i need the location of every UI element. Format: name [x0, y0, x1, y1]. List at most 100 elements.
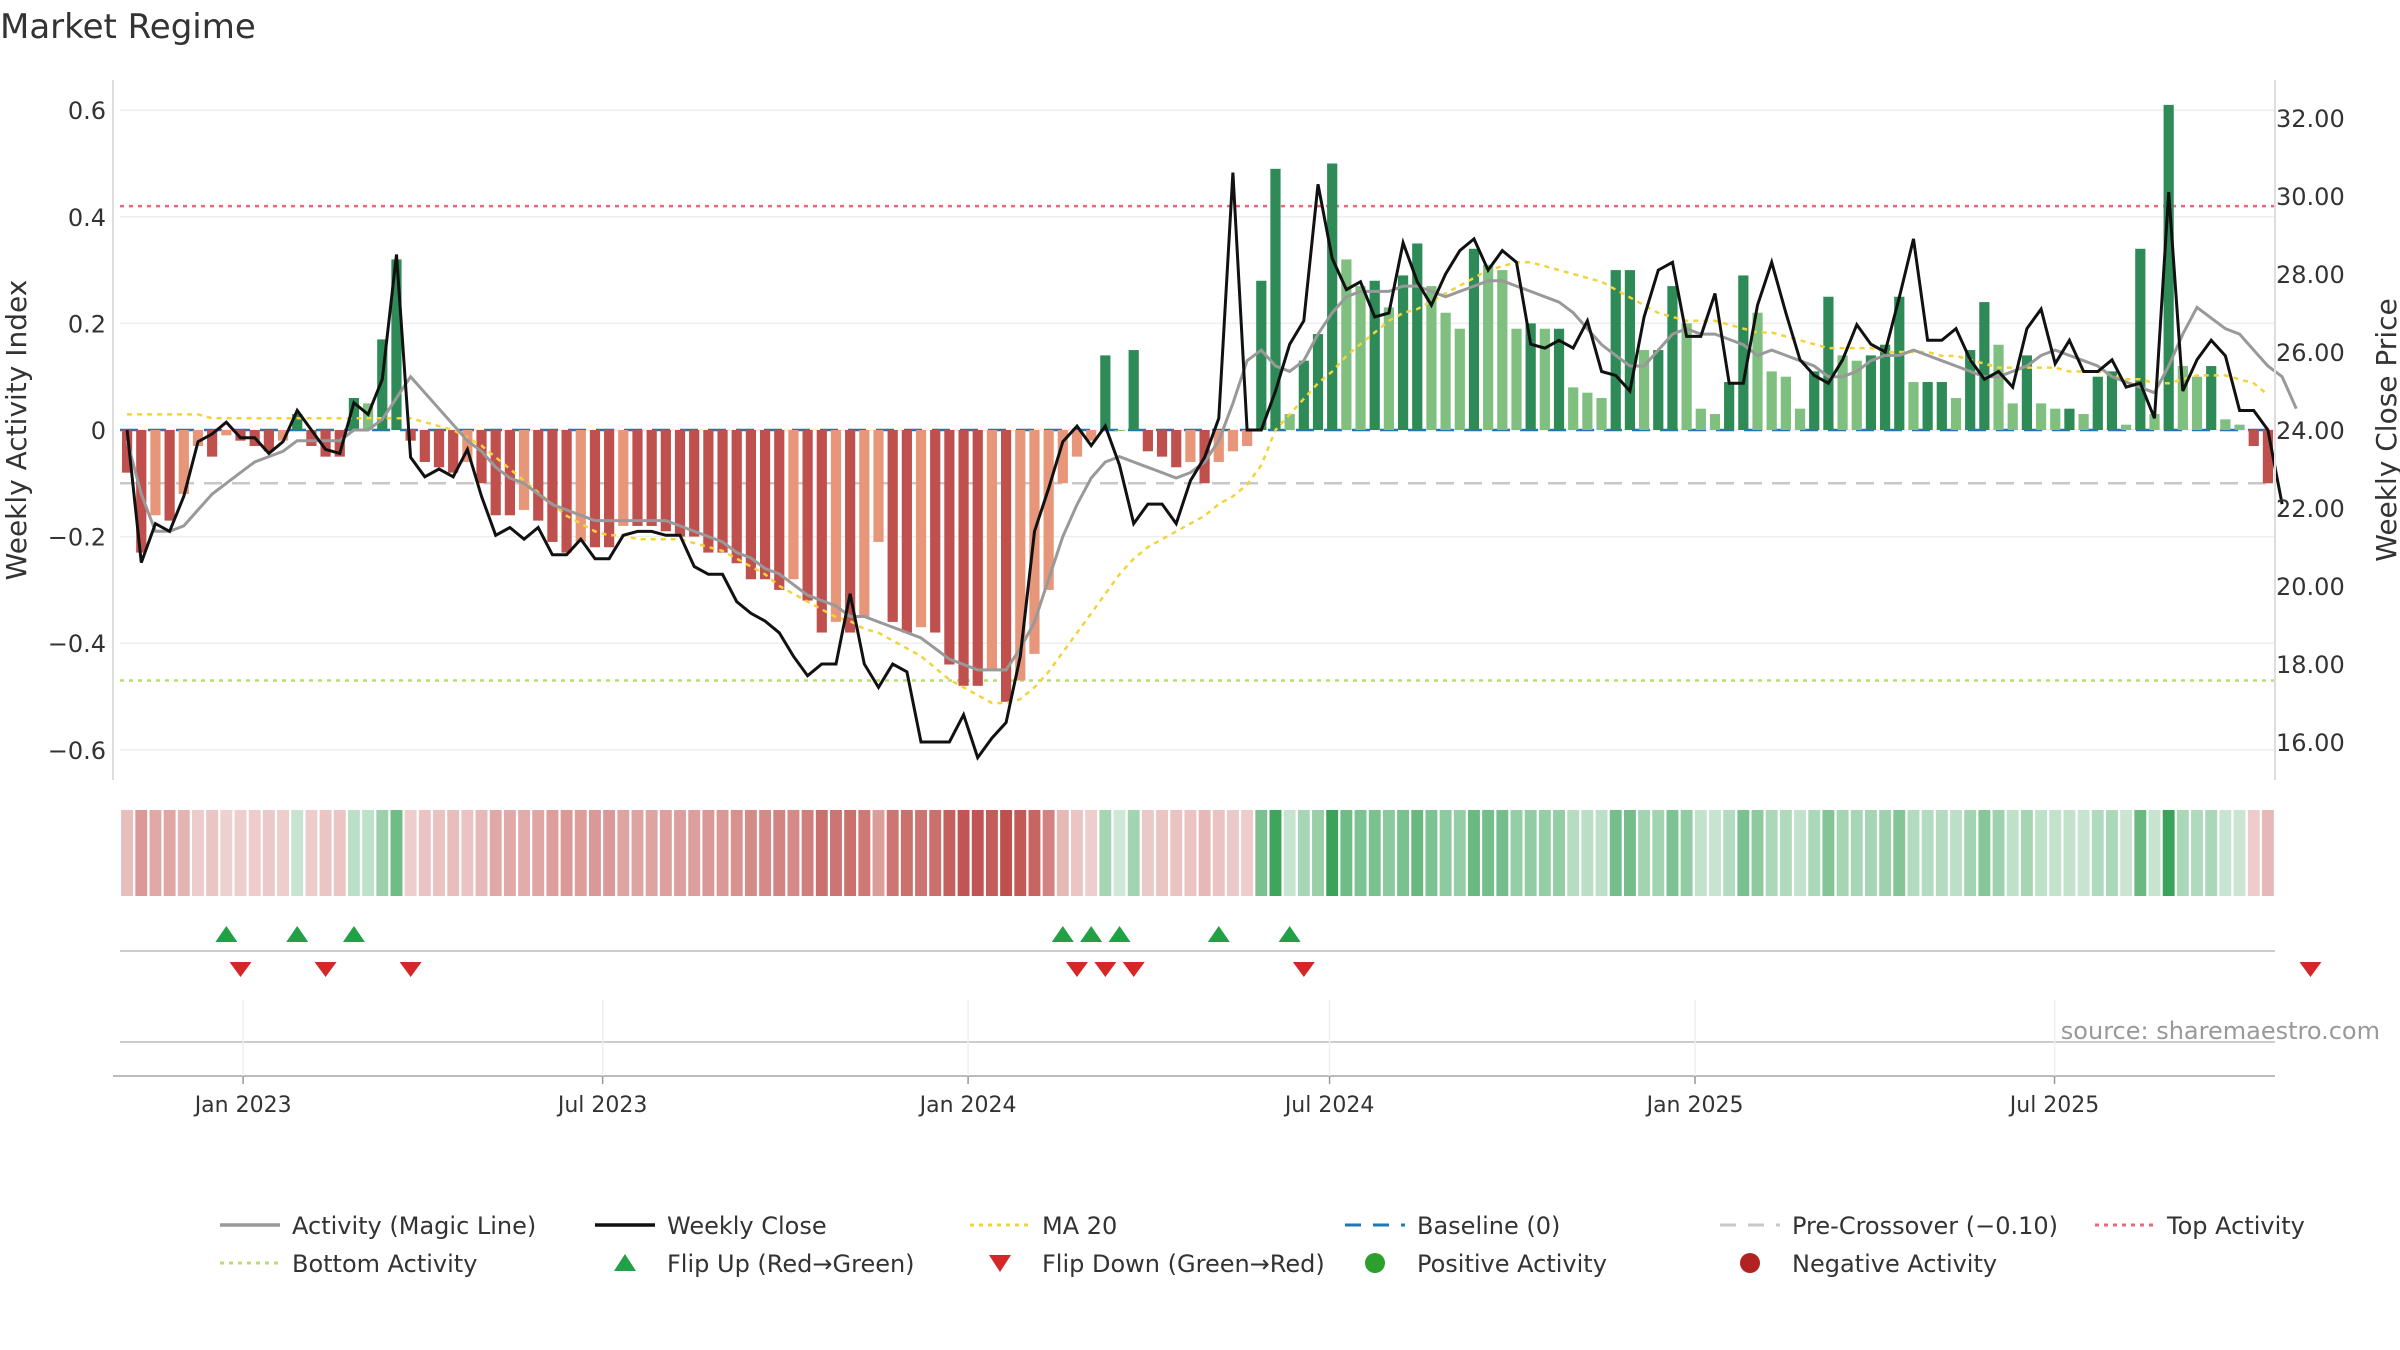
- regime-cell: [1297, 810, 1310, 896]
- activity-bar: [1397, 275, 1409, 430]
- regime-cell: [220, 810, 233, 896]
- activity-bar: [1412, 243, 1423, 430]
- activity-bar: [150, 430, 161, 516]
- regime-cell: [2162, 810, 2175, 896]
- regime-cell: [1765, 810, 1778, 896]
- regime-cell: [262, 810, 275, 896]
- regime-cell: [1425, 810, 1438, 896]
- flip-down-marker: [229, 962, 252, 977]
- regime-cell: [844, 810, 857, 896]
- regime-cell: [1269, 810, 1282, 896]
- regime-cell: [532, 810, 545, 896]
- activity-bar: [731, 430, 742, 564]
- activity-bar: [1738, 275, 1749, 430]
- regime-cell: [730, 810, 743, 896]
- regime-cell: [716, 810, 729, 896]
- regime-cell: [659, 810, 672, 896]
- activity-bar: [1653, 350, 1664, 430]
- activity-bar: [1624, 270, 1636, 430]
- activity-bar: [972, 430, 983, 686]
- activity-bar: [873, 430, 884, 542]
- activity-bar: [1171, 430, 1182, 468]
- activity-bar: [703, 430, 714, 553]
- regime-cell: [1156, 810, 1169, 896]
- activity-bar: [377, 339, 388, 430]
- activity-bar: [121, 430, 133, 473]
- regime-cell: [1978, 810, 1991, 896]
- regime-strip: [121, 810, 2274, 896]
- activity-bar: [1950, 398, 1962, 430]
- right-tick-label: 22.00: [2276, 495, 2345, 523]
- regime-cell: [2035, 810, 2048, 896]
- flip-up-marker: [1108, 926, 1131, 942]
- flip-up-marker: [1207, 926, 1230, 942]
- regime-cell: [2261, 810, 2274, 896]
- activity-bar: [2064, 408, 2075, 430]
- regime-cell: [1964, 810, 1977, 896]
- regime-cell: [447, 810, 460, 896]
- activity-bar: [1539, 328, 1550, 430]
- activity-bar: [774, 430, 785, 590]
- activity-bar: [1142, 430, 1153, 452]
- activity-bar: [1284, 414, 1295, 430]
- regime-cell: [1921, 810, 1934, 896]
- regime-cell: [1609, 810, 1622, 896]
- activity-bar: [2206, 366, 2217, 430]
- activity-bar: [1000, 430, 1012, 702]
- activity-bar: [589, 430, 601, 548]
- activity-bar: [334, 430, 345, 457]
- regime-cell: [1992, 810, 2005, 896]
- regime-cell: [2106, 810, 2118, 896]
- legend-label: Top Activity: [2166, 1212, 2305, 1240]
- regime-cell: [2134, 810, 2147, 896]
- activity-bar: [1709, 414, 1721, 430]
- activity-bar: [2035, 403, 2047, 430]
- flip-up-marker: [215, 926, 238, 942]
- activity-bar: [1440, 312, 1451, 430]
- regime-cell: [1085, 810, 1098, 896]
- activity-bar: [1965, 350, 1976, 430]
- activity-bar: [816, 430, 827, 633]
- regime-cell: [2091, 810, 2104, 896]
- activity-bar: [164, 430, 175, 521]
- activity-bar: [986, 430, 998, 670]
- regime-cell: [1893, 810, 1906, 896]
- regime-cell: [1468, 810, 1480, 896]
- activity-bar: [263, 430, 274, 452]
- regime-cell: [475, 810, 488, 896]
- regime-cell: [1312, 810, 1324, 896]
- left-tick-label: 0.4: [68, 204, 106, 232]
- activity-bar: [845, 430, 856, 633]
- activity-bar: [433, 430, 445, 468]
- regime-cell: [1042, 810, 1055, 896]
- activity-bar: [1809, 371, 1820, 430]
- regime-cell: [1666, 810, 1679, 896]
- activity-bar: [1213, 430, 1224, 462]
- activity-bar: [1497, 270, 1508, 430]
- regime-cell: [957, 810, 970, 896]
- activity-bar: [2078, 414, 2089, 430]
- regime-cell: [1935, 810, 1948, 896]
- activity-bar: [1114, 430, 1125, 431]
- regime-cell: [1368, 810, 1381, 896]
- regime-cell: [1510, 810, 1523, 896]
- regime-cell: [886, 810, 899, 896]
- legend-label: Activity (Magic Line): [292, 1212, 536, 1240]
- regime-cell: [2233, 810, 2246, 896]
- regime-cell: [433, 810, 445, 896]
- activity-bar: [192, 430, 204, 446]
- activity-bar: [2234, 424, 2245, 430]
- activity-bar: [1341, 259, 1352, 430]
- regime-cell: [163, 810, 176, 896]
- regime-cell: [2049, 810, 2062, 896]
- activity-bar: [2262, 430, 2274, 484]
- regime-cell: [1496, 810, 1509, 896]
- activity-bar: [518, 430, 530, 510]
- regime-cell: [1723, 810, 1736, 896]
- regime-cell: [1567, 810, 1580, 896]
- regime-cell: [915, 810, 927, 896]
- regime-cell: [801, 810, 814, 896]
- regime-cell: [631, 810, 644, 896]
- regime-cell: [773, 810, 786, 896]
- activity-bar: [1553, 328, 1565, 430]
